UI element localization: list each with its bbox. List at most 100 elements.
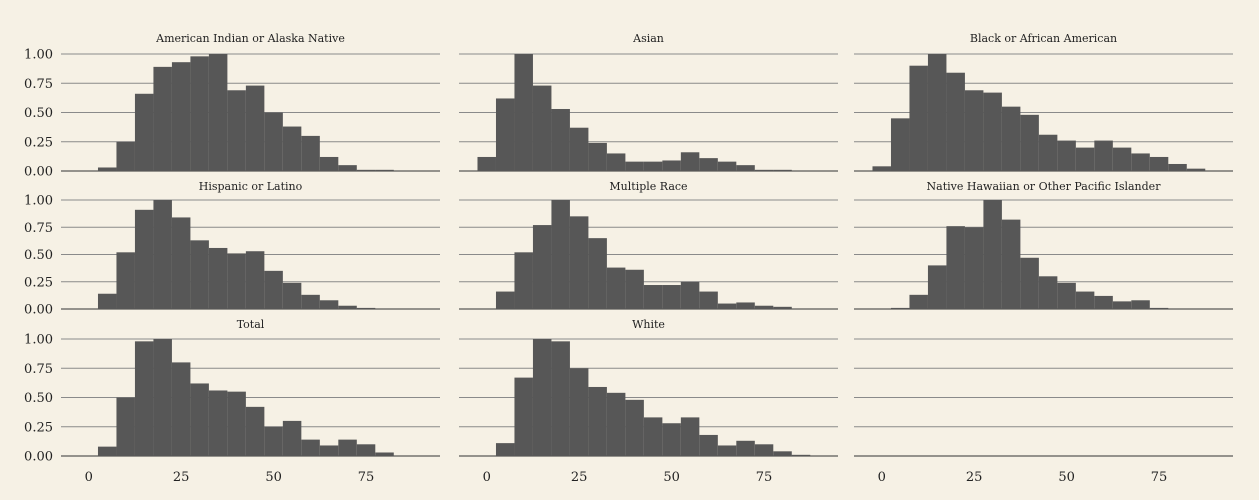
x-tick-label: 75 <box>358 470 375 485</box>
panel-title: Asian <box>632 32 664 45</box>
x-tick-label: 0 <box>483 470 491 485</box>
histogram-bar <box>301 135 320 171</box>
histogram-bar <box>1149 307 1169 309</box>
histogram-bar <box>208 54 228 171</box>
y-tick-label: 0.00 <box>24 450 53 465</box>
histogram-bar <box>134 341 154 456</box>
histogram-bar <box>1038 134 1058 171</box>
histogram-bar <box>569 127 589 171</box>
histogram-bar <box>134 209 154 309</box>
histogram-bar <box>514 377 533 456</box>
x-tick-label: 75 <box>756 470 773 485</box>
histogram-bar <box>754 444 774 456</box>
histogram-bar <box>171 62 191 171</box>
histogram-bar <box>319 445 339 456</box>
histogram-bar <box>190 240 209 309</box>
histogram-bar <box>736 440 755 456</box>
histogram-bar <box>1112 147 1132 171</box>
panel-title: Total <box>237 318 265 331</box>
y-tick-label: 0.75 <box>24 221 53 236</box>
histogram-bar <box>356 169 376 171</box>
histogram-bar <box>1094 140 1113 171</box>
histogram-bar <box>153 66 172 171</box>
histogram-bar <box>946 226 965 309</box>
x-tick-label: 25 <box>571 470 588 485</box>
histogram-bar <box>1168 163 1187 171</box>
histogram-bar <box>1020 114 1039 171</box>
histogram-bar <box>773 169 792 171</box>
histogram-bar <box>754 305 774 309</box>
y-tick-label: 0.00 <box>24 165 53 180</box>
y-tick-label: 0.75 <box>24 362 53 377</box>
y-tick-label: 0.50 <box>24 106 53 121</box>
histogram-bar <box>625 269 644 309</box>
histogram-bar <box>264 112 283 171</box>
histogram-bar <box>116 397 135 456</box>
histogram-bar <box>282 282 302 309</box>
histogram-bar <box>551 200 570 309</box>
histogram-bar <box>301 294 320 309</box>
panel-6: Native Hawaiian or Other Pacific Islande… <box>854 180 1233 310</box>
panel-title: White <box>632 318 665 331</box>
histogram-bar <box>1186 168 1206 171</box>
y-tick-label: 0.25 <box>24 420 53 435</box>
histogram-bar <box>754 169 774 171</box>
x-tick-label: 50 <box>1058 470 1075 485</box>
histogram-bar <box>588 386 607 456</box>
histogram-bar <box>890 118 910 171</box>
y-tick-label: 0.25 <box>24 275 53 290</box>
histogram-bar <box>569 216 589 309</box>
histogram-bar <box>134 93 154 171</box>
histogram-bar <box>532 85 552 171</box>
histogram-bar <box>375 169 394 171</box>
panel-5: Multiple Race <box>459 180 838 310</box>
panel-title: Multiple Race <box>609 180 687 193</box>
histogram-bar <box>301 439 320 456</box>
histogram-bar <box>190 56 209 172</box>
histogram-bar <box>699 434 718 456</box>
panel-8: White 0 25 50 75 <box>459 318 838 485</box>
histogram-bar <box>983 200 1002 309</box>
histogram-bar <box>736 302 755 309</box>
histogram-bar <box>680 417 700 456</box>
histogram-bar <box>717 161 737 171</box>
histogram-bar <box>588 238 607 309</box>
histogram-bar <box>338 305 357 309</box>
histogram-bar <box>171 362 191 456</box>
y-tick-label: 0.50 <box>24 391 53 406</box>
histogram-bar <box>643 417 663 456</box>
histogram-bar <box>662 423 681 456</box>
histogram-bar <box>356 444 376 456</box>
x-tick-label: 50 <box>265 470 282 485</box>
histogram-bar <box>569 368 589 456</box>
histogram-bar <box>606 392 626 456</box>
histogram-bar <box>551 341 570 456</box>
y-tick-label: 0.50 <box>24 248 53 263</box>
histogram-bar <box>606 267 626 309</box>
panel-title: Black or African American <box>970 32 1117 45</box>
x-tick-label: 0 <box>85 470 93 485</box>
histogram-bar <box>1057 282 1076 309</box>
histogram-bar <box>1131 153 1150 171</box>
histogram-bar <box>97 293 117 309</box>
histogram-bar <box>514 252 533 309</box>
histogram-bar <box>872 166 891 171</box>
histogram-bar <box>964 90 984 171</box>
y-tick-label: 1.00 <box>24 194 53 209</box>
histogram-bar <box>319 300 339 309</box>
histogram-bar <box>662 285 681 309</box>
histogram-bar <box>116 141 135 171</box>
histogram-bar <box>773 306 792 309</box>
histogram-bar <box>245 85 265 171</box>
histogram-bar <box>625 399 644 456</box>
histogram-bar <box>171 217 191 309</box>
histogram-bar <box>1075 291 1095 309</box>
histogram-bar <box>495 291 515 309</box>
histogram-bar <box>699 158 718 171</box>
histogram-bar <box>927 54 947 171</box>
histogram-bar <box>338 165 357 171</box>
histogram-bar <box>606 153 626 171</box>
histogram-bar <box>153 200 172 309</box>
y-tick-label: 1.00 <box>24 333 53 348</box>
